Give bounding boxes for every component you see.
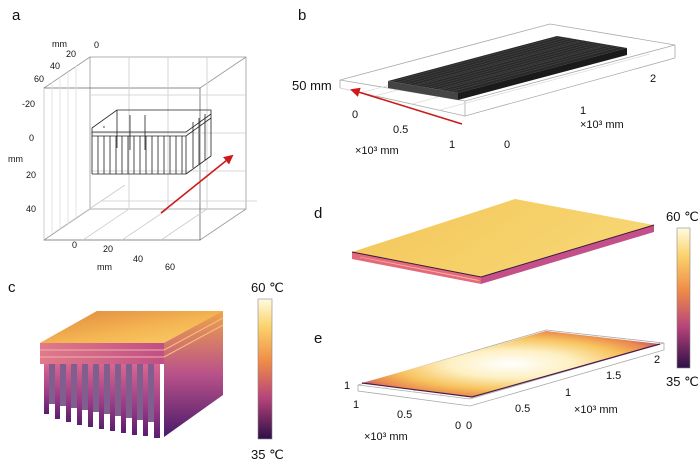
b-y-tick-2: 2 xyxy=(650,73,656,85)
panel-a-box xyxy=(43,56,257,241)
axis-unit-left: mm xyxy=(8,154,23,164)
e-x-ticks: 1 0.5 0 xyxy=(353,399,461,432)
plate-thermal-render xyxy=(351,199,655,284)
cb-d-min: 35 ℃ xyxy=(666,374,699,389)
e-x-tick-0: 1 xyxy=(353,399,359,411)
e-y-tick-2: 1 xyxy=(565,387,571,399)
axis-unit-top: mm xyxy=(52,39,67,49)
left-tick-2: 20 xyxy=(26,170,36,180)
bottom-tick-0: 0 xyxy=(72,240,77,250)
left-axis-ticks: -20 0 20 40 xyxy=(22,99,36,214)
b-x-tick-0: 0 xyxy=(352,109,358,121)
panel-e: e 1 1 0.5 0 ×10³ mm 0 0.5 1 1.5 2 ×10³ m… xyxy=(314,329,665,443)
flow-direction-arrow-a xyxy=(160,154,234,214)
height-label: 50 mm xyxy=(292,78,332,93)
panel-b: b 50 mm 0 0.5 1 ×10³ mm 0 1 2 ×10³ mm xyxy=(292,7,676,157)
heatsink-wireframe xyxy=(91,109,212,175)
top-tick-1: 20 xyxy=(66,49,76,59)
heatsink-thermal-render xyxy=(40,311,224,438)
left-tick-0: -20 xyxy=(22,99,35,109)
panel-a: a mm 0 20 40 xyxy=(8,7,257,272)
axis-unit-bottom: mm xyxy=(97,262,112,272)
panel-d-label: d xyxy=(314,205,322,222)
flow-direction-arrow-b xyxy=(350,87,463,125)
top-axis-ticks: 0 20 40 60 xyxy=(34,40,99,84)
panel-b-label: b xyxy=(298,7,306,24)
colorbar-d xyxy=(676,227,691,369)
left-tick-3: 40 xyxy=(26,204,36,214)
e-y-tick-1: 0.5 xyxy=(515,403,530,415)
top-tick-2: 40 xyxy=(50,61,60,71)
colorbar-c xyxy=(257,298,273,440)
bottom-tick-1: 20 xyxy=(103,244,113,254)
b-x-unit: ×10³ mm xyxy=(355,145,399,157)
bottom-tick-2: 40 xyxy=(133,254,143,264)
top-tick-3: 60 xyxy=(34,74,44,84)
e-x-tick-2: 0 xyxy=(455,420,461,432)
bottom-axis-ticks: 0 20 40 60 xyxy=(72,240,175,272)
e-z-tick: 1 xyxy=(344,380,350,392)
panel-c: c xyxy=(8,279,284,462)
cb-d-max: 60 ℃ xyxy=(666,209,699,224)
e-y-unit: ×10³ mm xyxy=(574,404,618,416)
e-y-tick-0: 0 xyxy=(466,420,472,432)
e-y-tick-4: 2 xyxy=(654,354,660,366)
b-y-ticks: 0 1 2 xyxy=(504,73,656,151)
b-x-ticks: 0 0.5 1 xyxy=(352,109,455,151)
fin-array-plate xyxy=(388,36,627,100)
b-x-tick-1: 0.5 xyxy=(393,124,408,136)
panel-a-label: a xyxy=(12,7,21,24)
e-y-ticks: 0 0.5 1 1.5 2 xyxy=(466,354,660,432)
panel-c-label: c xyxy=(8,279,16,296)
e-x-unit: ×10³ mm xyxy=(364,431,408,443)
cb-c-min: 35 ℃ xyxy=(251,447,284,462)
b-y-unit: ×10³ mm xyxy=(580,119,624,131)
cb-c-max: 60 ℃ xyxy=(251,280,284,295)
left-tick-1: 0 xyxy=(29,133,34,143)
panel-d: d 60 ℃ 35 ℃ xyxy=(314,199,699,389)
b-y-tick-0: 0 xyxy=(504,139,510,151)
top-tick-0: 0 xyxy=(94,40,99,50)
e-y-tick-3: 1.5 xyxy=(606,370,621,382)
panel-e-label: e xyxy=(314,330,322,347)
b-x-tick-2: 1 xyxy=(449,139,455,151)
e-x-tick-1: 0.5 xyxy=(397,409,412,421)
bottom-tick-3: 60 xyxy=(165,262,175,272)
plate-surface-temperature xyxy=(362,331,660,397)
b-y-tick-1: 1 xyxy=(580,105,586,117)
